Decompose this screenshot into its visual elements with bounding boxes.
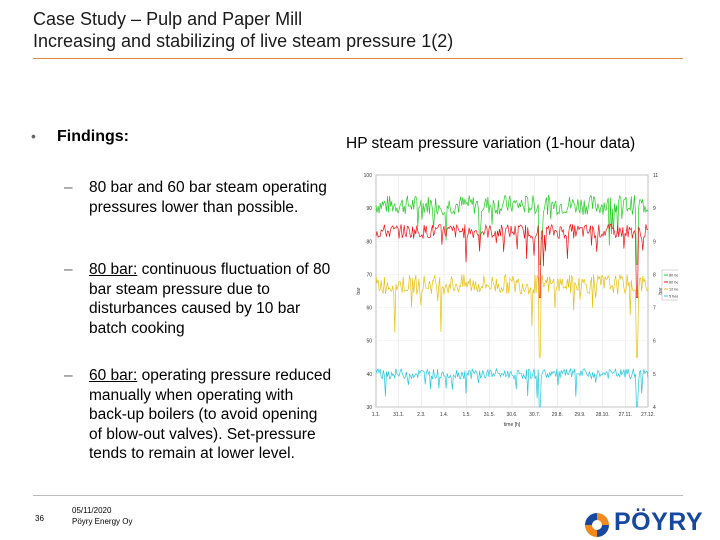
y2-axis-label: bar — [658, 287, 664, 295]
y2-tick-label: 5 — [653, 372, 656, 378]
chart-svg: 100 90 80 70 60 50 40 30 11 9 9 8 7 6 5 4 1.1. 31.1. 2.3. 1… — [356, 173, 687, 428]
x-tick-label: 30.6. — [506, 412, 517, 418]
legend-label: 80 header — [669, 274, 678, 278]
y2-tick-label: 7 — [653, 306, 656, 312]
finding-item-2: – 80 bar: continuous fluctuation of 80 b… — [64, 260, 334, 338]
x-axis-label: time [h] — [504, 422, 521, 428]
dash-icon: – — [64, 367, 73, 384]
x-tick-label: 27.12. — [641, 412, 655, 418]
series-line-1 — [375, 194, 649, 265]
title-line-1: Case Study – Pulp and Paper Mill — [33, 9, 303, 29]
x-tick-label: 31.1. — [393, 412, 404, 418]
y2-tick-label: 4 — [653, 405, 656, 411]
dash-icon: – — [64, 179, 73, 196]
footer-company: Pöyry Energy Oy — [72, 517, 133, 526]
y-tick-label: 60 — [366, 306, 372, 312]
x-tick-label: 31.5. — [484, 412, 495, 418]
series-line-2 — [375, 223, 649, 298]
footer-date: 05/11/2020 — [72, 506, 112, 515]
finding-lead: 60 bar: — [89, 367, 138, 384]
legend-label: 12 header — [669, 288, 678, 292]
x-tick-label: 1.5. — [462, 412, 470, 418]
y-tick-label: 70 — [366, 272, 372, 278]
x-tick-label: 2.3. — [417, 412, 425, 418]
finding-text: 60 bar: operating pressure reduced manua… — [89, 366, 334, 464]
footer-divider — [33, 495, 683, 496]
finding-item-1: – 80 bar and 60 bar steam operating pres… — [64, 178, 334, 217]
y2-tick-label: 9 — [653, 239, 656, 245]
y-tick-label: 30 — [366, 405, 372, 411]
legend-label: 60 header — [669, 281, 678, 285]
y-axis-label: bar — [356, 287, 362, 295]
x-tick-label: 29.8. — [552, 412, 563, 418]
series-line-4 — [375, 367, 649, 408]
finding-text: 80 bar and 60 bar steam operating pressu… — [89, 179, 327, 216]
logo-wordmark: PÖYRY — [614, 508, 704, 536]
dash-icon: – — [64, 261, 73, 278]
y2-tick-label: 9 — [653, 206, 656, 212]
y-tick-label: 40 — [366, 372, 372, 378]
y-tick-label: 50 — [366, 339, 372, 345]
legend-label: 5 header — [669, 295, 678, 299]
page-number: 36 — [35, 514, 44, 523]
finding-text: 80 bar: continuous fluctuation of 80 bar… — [89, 260, 334, 338]
title-divider — [33, 58, 683, 59]
y2-tick-label: 11 — [653, 173, 658, 179]
x-tick-label: 1.4. — [440, 412, 448, 418]
slide-title: Case Study – Pulp and Paper Mill Increas… — [33, 8, 453, 52]
x-tick-label: 29.9. — [574, 412, 585, 418]
chart-title: HP steam pressure variation (1-hour data… — [346, 135, 636, 152]
x-tick-label: 30.7. — [529, 412, 540, 418]
findings-heading: Findings: — [57, 128, 129, 145]
x-tick-label: 1.1. — [372, 412, 380, 418]
x-tick-label: 27.11. — [619, 412, 633, 418]
poyry-swirl-icon — [585, 513, 609, 537]
finding-item-3: – 60 bar: operating pressure reduced man… — [64, 366, 334, 464]
y-tick-label: 80 — [366, 239, 372, 245]
bullet-icon: • — [31, 128, 36, 144]
y2-tick-label: 6 — [653, 339, 656, 345]
finding-body: operating pressure reduced manually when… — [89, 367, 332, 462]
series-line-3 — [375, 273, 649, 358]
title-line-2: Increasing and stabilizing of live steam… — [33, 31, 454, 51]
y-tick-label: 100 — [364, 173, 373, 179]
company-logo: PÖYRY — [580, 508, 715, 540]
y-tick-label: 90 — [366, 206, 372, 212]
y2-tick-label: 8 — [653, 272, 656, 278]
finding-lead: 80 bar: — [89, 261, 138, 278]
x-tick-label: 28.10. — [596, 412, 610, 418]
pressure-chart: 100 90 80 70 60 50 40 30 11 9 9 8 7 6 5 4 1.1. 31.1. 2.3. 1… — [348, 165, 687, 435]
finding-body: continuous fluctuation of 80 bar steam p… — [89, 261, 331, 337]
